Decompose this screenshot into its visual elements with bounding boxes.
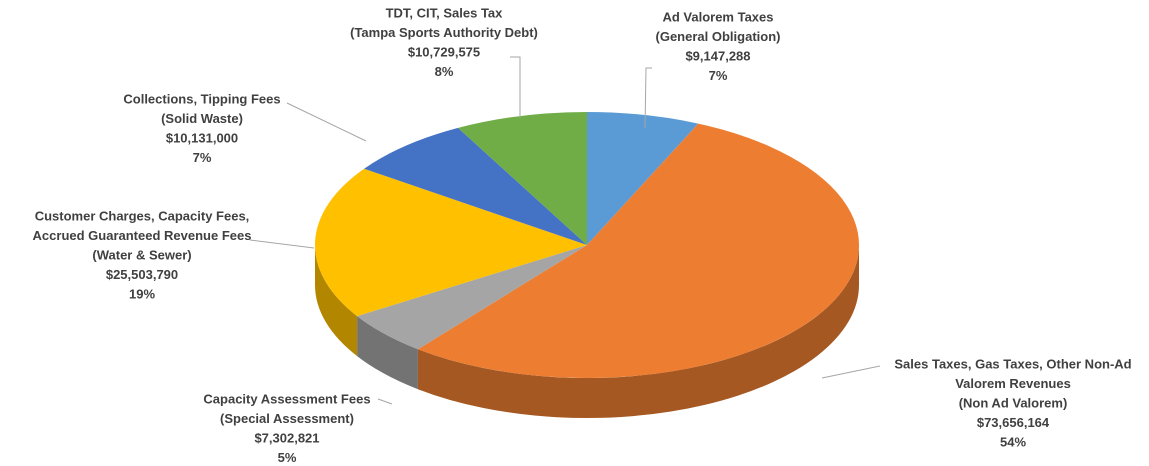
percent-label: 5%: [278, 450, 297, 465]
slice: [314, 168, 587, 317]
slice-label: (Special Assessment): [220, 411, 354, 426]
slice-label: (Tampa Sports Authority Debt): [350, 25, 538, 40]
leader-line: [286, 102, 367, 142]
percent-label: 8%: [435, 64, 454, 79]
slice: [458, 112, 587, 245]
slice-label: TDT, CIT, Sales Tax: [386, 5, 504, 20]
slice-side: [315, 245, 358, 357]
percent-label: 54%: [1000, 434, 1026, 449]
slice-label: (Water & Sewer): [92, 247, 191, 262]
leader-line: [644, 67, 652, 129]
leader-line: [510, 56, 521, 118]
value-label: $9,147,288: [685, 48, 750, 63]
value-label: $25,503,790: [106, 267, 178, 282]
percent-label: 7%: [193, 150, 212, 165]
slice-label: (General Obligation): [656, 29, 781, 44]
slice: [417, 123, 859, 378]
value-label: $7,302,821: [254, 430, 319, 445]
slice-label: Sales Taxes, Gas Taxes, Other Non-Ad: [894, 356, 1131, 371]
slice-label: (Solid Waste): [161, 111, 243, 126]
slice-label: Accrued Guaranteed Revenue Fees: [33, 228, 252, 243]
slice-label: Valorem Revenues: [955, 376, 1071, 391]
slice-label: Customer Charges, Capacity Fees,: [35, 208, 250, 223]
slice-label: Capacity Assessment Fees: [203, 391, 370, 406]
leader-line: [821, 365, 881, 379]
value-label: $10,131,000: [166, 130, 238, 145]
slice-side: [357, 316, 418, 390]
leader-line: [377, 398, 393, 405]
slice: [357, 245, 587, 350]
slice: [587, 112, 699, 245]
percent-label: 7%: [709, 68, 728, 83]
value-label: $10,729,575: [408, 44, 480, 59]
slice-label: Collections, Tipping Fees: [123, 91, 280, 106]
slice: [364, 127, 587, 245]
leader-line: [249, 239, 315, 249]
slice-label: Ad Valorem Taxes: [662, 9, 773, 24]
slice-label: (Non Ad Valorem): [959, 395, 1068, 410]
value-label: $73,656,164: [977, 415, 1050, 430]
percent-label: 19%: [129, 286, 155, 301]
slice-side: [417, 245, 859, 418]
